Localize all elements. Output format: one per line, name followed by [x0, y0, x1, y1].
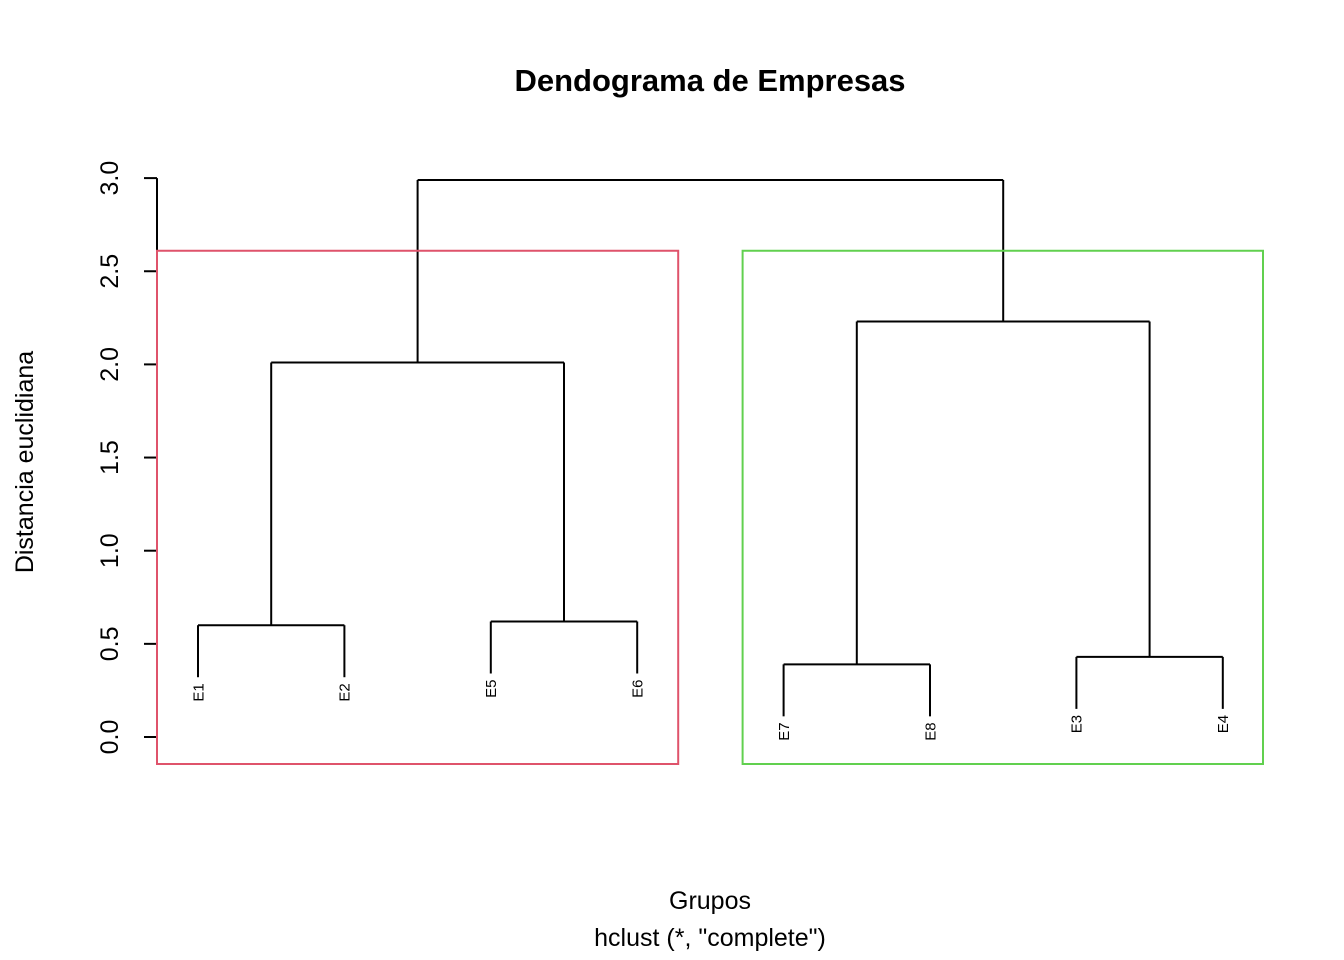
leaf-label: E3 — [1069, 715, 1086, 733]
leaf-label: E5 — [483, 679, 500, 697]
cluster-box — [741, 249, 1264, 765]
y-tick-label: 0.5 — [96, 626, 124, 661]
y-tick-label: 1.0 — [96, 533, 124, 568]
x-axis-sublabel: hclust (*, "complete") — [594, 924, 826, 952]
leaf-labels: E1 E2 E5 E6 E7 E8 E3 E4 — [190, 679, 1232, 740]
y-tick-label: 2.0 — [96, 347, 124, 382]
leaf-label: E1 — [190, 683, 207, 701]
leaf-label: E8 — [922, 722, 939, 740]
leaf-label: E2 — [337, 683, 354, 701]
dendrogram-tree — [197, 178, 1224, 717]
y-tick-label: 3.0 — [96, 161, 124, 196]
y-axis: 0.0 0.5 1.0 1.5 2.0 2.5 3.0 — [96, 161, 158, 755]
leaf-label: E7 — [776, 722, 793, 740]
cluster-boxes — [156, 249, 1264, 765]
leaf-label: E6 — [629, 679, 646, 697]
chart-title: Dendograma de Empresas — [514, 63, 905, 98]
y-axis-label: Distancia euclidiana — [11, 351, 39, 573]
x-axis-label: Grupos — [669, 887, 751, 915]
cluster-box — [156, 249, 680, 765]
y-tick-label: 0.0 — [96, 720, 124, 755]
y-tick-label: 2.5 — [96, 254, 124, 289]
leaf-label: E4 — [1215, 715, 1232, 733]
y-tick-label: 1.5 — [96, 440, 124, 475]
